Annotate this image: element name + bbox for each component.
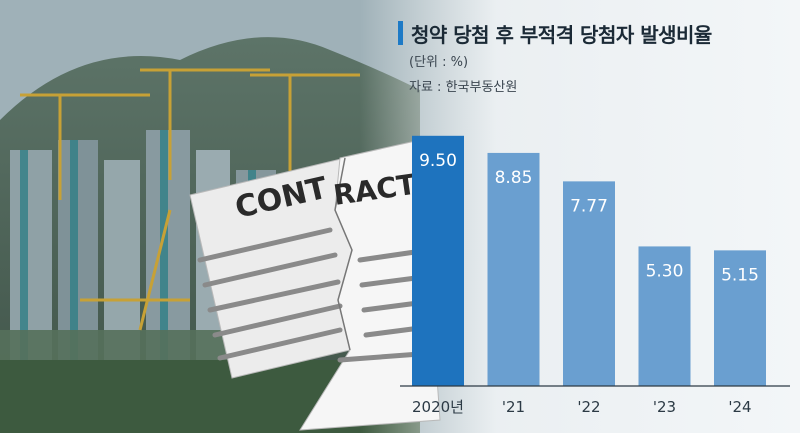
- chart-title: 청약 당첨 후 부적격 당첨자 발생비율: [398, 18, 712, 48]
- bar-2: [563, 181, 615, 386]
- chart-title-text: 청약 당첨 후 부적격 당첨자 발생비율: [411, 22, 712, 47]
- title-accent-bar: [398, 21, 403, 45]
- bar-value-label-1: 8.85: [495, 168, 533, 188]
- category-label-0: 2020년: [412, 398, 464, 416]
- category-label-4: '24: [728, 398, 751, 416]
- source-label: 자료 : 한국부동산원: [409, 80, 518, 95]
- category-label-3: '23: [653, 398, 676, 416]
- bar-4: [714, 250, 766, 386]
- bar-value-label-4: 5.15: [721, 265, 759, 285]
- bar-0: [412, 135, 464, 386]
- category-label-2: '22: [577, 398, 600, 416]
- bar-1: [487, 152, 540, 386]
- bar-value-label-0: 9.50: [419, 151, 457, 171]
- bar-value-label-2: 7.77: [570, 196, 608, 216]
- bar-3: [638, 246, 691, 386]
- category-label-1: '21: [502, 398, 525, 416]
- unit-label: (단위 : %): [409, 55, 469, 70]
- bar-value-label-3: 5.30: [646, 261, 684, 281]
